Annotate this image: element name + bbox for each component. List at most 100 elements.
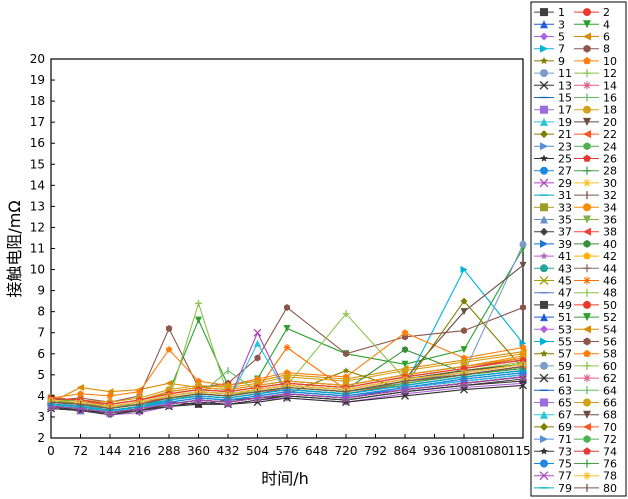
legend-marker-12	[583, 69, 591, 78]
legend-marker-61	[539, 373, 549, 383]
legend-entry-25: 25	[534, 153, 572, 166]
legend-label: 27	[558, 165, 572, 178]
legend-entry-18: 18	[574, 104, 617, 117]
data-point-25-12	[519, 377, 527, 384]
legend-label: 38	[603, 226, 617, 239]
legend-label: 52	[603, 311, 617, 324]
y-axis: 2 3 4 5 6 7 8 9 10 11 12 13 14 15 16 17 18 19 20	[30, 52, 55, 445]
legend-marker-46	[583, 276, 591, 285]
y-tick-label: 13	[30, 199, 45, 213]
x-tick-label: 0	[47, 444, 55, 458]
y-tick-label: 11	[30, 242, 45, 256]
y-tick-label: 17	[30, 115, 45, 129]
series-80	[50, 362, 524, 413]
data-point-13-11	[460, 385, 468, 394]
legend-label: 59	[558, 360, 572, 373]
legend-marker-9	[540, 56, 548, 65]
y-tick-label: 15	[30, 157, 45, 171]
legend-marker-71	[540, 435, 548, 444]
y-tick-label: 2	[37, 431, 45, 445]
legend-label: 13	[558, 79, 572, 92]
legend-entry-27: 27	[534, 165, 572, 178]
legend-marker-43	[540, 264, 548, 273]
x-tick-label: 72	[73, 444, 88, 458]
legend-label: 16	[603, 92, 617, 105]
data-point-10-3	[136, 388, 143, 395]
legend-marker-20	[583, 117, 591, 126]
legend-entry-38: 38	[574, 226, 617, 239]
data-point-77-5	[194, 396, 203, 405]
legend-marker-53	[540, 325, 548, 334]
data-point-8-8	[284, 304, 290, 311]
legend-marker-30	[583, 178, 591, 187]
legend-label: 33	[558, 201, 572, 214]
data-point-7-12	[519, 339, 527, 347]
legend-label: 63	[558, 384, 572, 397]
legend-entry-24: 24	[574, 140, 617, 153]
x-tick-label: 576	[276, 444, 299, 458]
legend-marker-5	[540, 32, 548, 41]
legend-label: 44	[603, 262, 617, 275]
legend-entry-51: 51	[534, 311, 572, 324]
legend-entry-68: 68	[574, 409, 617, 422]
legend-entry-21: 21	[534, 128, 572, 141]
legend-label: 72	[603, 433, 617, 446]
legend-entry-10: 10	[574, 55, 617, 68]
legend-label: 43	[558, 262, 572, 275]
legend-label: 65	[558, 397, 572, 410]
data-point-8-4	[166, 325, 172, 332]
legend-label: 58	[603, 348, 617, 361]
data-point-10-12	[519, 344, 527, 351]
legend-marker-19	[540, 117, 548, 126]
legend-label: 28	[603, 165, 617, 178]
legend-label: 23	[558, 140, 572, 153]
legend-marker-33	[540, 203, 548, 212]
legend-marker-73	[540, 447, 548, 455]
legend-entry-64: 64	[574, 384, 617, 397]
legend-marker-35	[540, 215, 548, 224]
legend-marker-50	[583, 300, 591, 309]
legend-marker-13	[539, 80, 549, 90]
legend-marker-34	[583, 203, 591, 212]
legend-label: 14	[603, 79, 617, 92]
y-tick-label: 9	[37, 284, 45, 298]
legend-label: 56	[603, 336, 617, 349]
legend-entry-6: 6	[574, 31, 610, 44]
legend-marker-65	[540, 398, 548, 407]
legend-entry-59: 59	[534, 360, 572, 373]
legend-marker-18	[583, 105, 591, 114]
y-tick-label: 20	[30, 52, 45, 66]
legend-marker-75	[540, 459, 548, 468]
legend-label: 74	[603, 445, 617, 458]
legend-label: 75	[558, 458, 572, 471]
legend-label: 26	[603, 153, 617, 166]
x-tick-label: 1008	[449, 444, 480, 458]
x-tick-label: 648	[305, 444, 328, 458]
legend-marker-40	[583, 239, 591, 248]
legend-entry-70: 70	[574, 421, 617, 434]
legend-label: 47	[558, 287, 572, 300]
legend-entry-47: 47	[534, 287, 572, 300]
legend-entry-35: 35	[534, 214, 572, 227]
data-point-13-12	[519, 381, 527, 390]
legend-label: 80	[603, 482, 617, 495]
legend-label: 9	[558, 55, 565, 68]
legend-marker-39	[540, 239, 548, 248]
legend-label: 22	[603, 128, 617, 141]
legend-label: 49	[558, 299, 572, 312]
data-point-10-2	[106, 392, 114, 399]
legend-marker-27	[540, 166, 548, 175]
legend-marker-14	[583, 81, 591, 90]
legend-entry-76: 76	[574, 458, 617, 471]
legend-entry-77: 77	[534, 470, 572, 483]
legend-entry-73: 73	[534, 445, 572, 458]
legend-marker-25	[540, 154, 548, 162]
legend-label: 21	[558, 128, 572, 141]
legend-label: 42	[603, 250, 617, 263]
data-point-77-11	[460, 379, 468, 388]
y-tick-label: 16	[30, 136, 45, 150]
legend-box	[530, 1, 627, 497]
legend-entry-78: 78	[574, 470, 617, 483]
legend-label: 11	[558, 67, 572, 80]
